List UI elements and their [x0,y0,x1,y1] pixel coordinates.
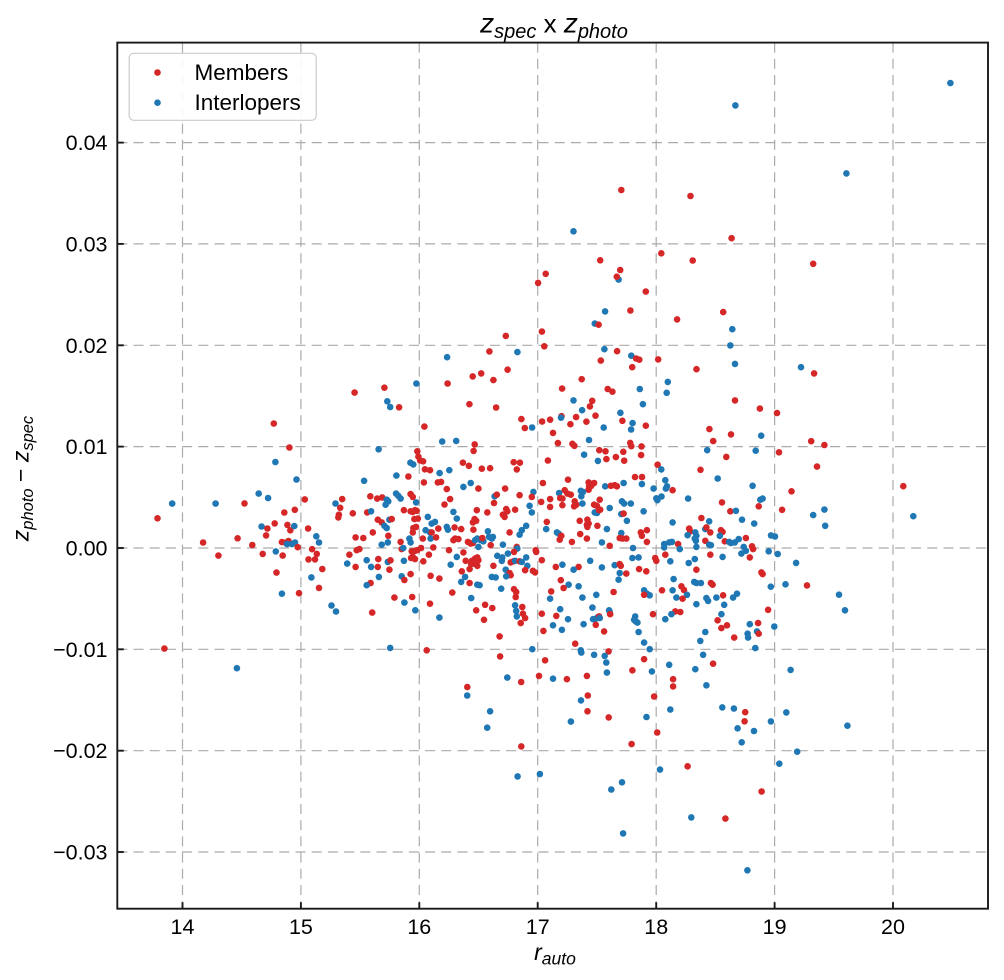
svg-text:−0.03: −0.03 [53,841,107,865]
svg-text:0.04: 0.04 [66,131,108,155]
svg-text:Members: Members [195,60,289,85]
svg-text:18: 18 [644,915,668,939]
svg-text:14: 14 [171,915,195,939]
svg-text:15: 15 [289,915,313,939]
svg-text:17: 17 [526,915,550,939]
svg-text:0.02: 0.02 [66,334,108,358]
svg-text:0.01: 0.01 [66,435,108,459]
svg-text:0.03: 0.03 [66,232,108,256]
svg-text:16: 16 [407,915,431,939]
svg-text:Interlopers: Interlopers [195,90,301,115]
svg-text:20: 20 [881,915,905,939]
svg-text:19: 19 [763,915,787,939]
svg-text:0.00: 0.00 [66,537,108,561]
svg-text:−0.02: −0.02 [53,739,107,763]
svg-text:−0.01: −0.01 [53,638,107,662]
